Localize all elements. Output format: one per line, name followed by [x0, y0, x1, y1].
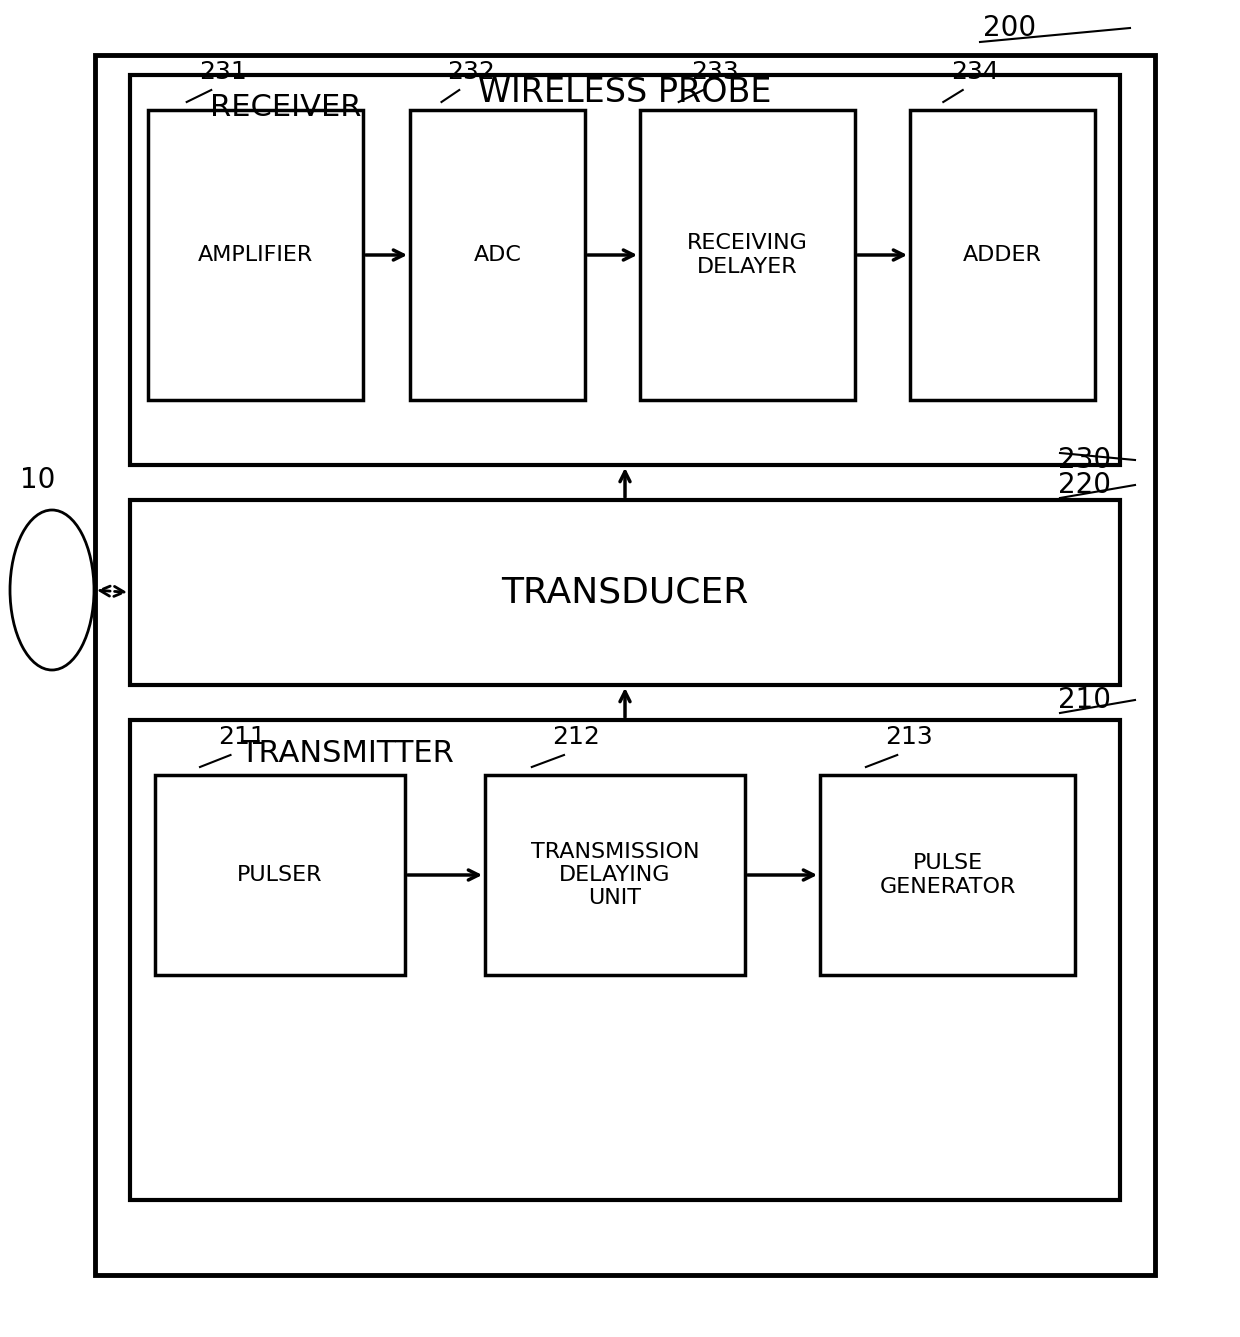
Text: 213: 213	[885, 725, 934, 749]
Text: ADDER: ADDER	[963, 245, 1042, 265]
Text: ADC: ADC	[474, 245, 522, 265]
Text: TRANSMITTER: TRANSMITTER	[241, 738, 454, 767]
Text: WIRELESS PROBE: WIRELESS PROBE	[479, 76, 771, 110]
Text: 233: 233	[692, 60, 739, 84]
Text: 234: 234	[951, 60, 998, 84]
Text: PULSE
GENERATOR: PULSE GENERATOR	[879, 853, 1016, 897]
Text: 231: 231	[200, 60, 247, 84]
Text: TRANSDUCER: TRANSDUCER	[501, 575, 749, 610]
Bar	[485, 775, 745, 975]
Text: PULSER: PULSER	[237, 865, 322, 885]
Bar	[910, 110, 1095, 400]
Text: 210: 210	[1059, 686, 1111, 714]
Ellipse shape	[10, 509, 94, 670]
Text: 232: 232	[448, 60, 495, 84]
Text: 211: 211	[218, 725, 267, 749]
Bar	[820, 775, 1075, 975]
Text: 212: 212	[552, 725, 600, 749]
Bar	[95, 55, 1154, 1275]
Bar	[130, 75, 1120, 465]
Text: AMPLIFIER: AMPLIFIER	[198, 245, 314, 265]
Text: 220: 220	[1059, 471, 1111, 499]
Bar	[148, 110, 363, 400]
Bar	[155, 775, 405, 975]
Bar	[640, 110, 856, 400]
Bar	[130, 721, 1120, 1201]
Text: TRANSMISSION
DELAYING
UNIT: TRANSMISSION DELAYING UNIT	[531, 842, 699, 908]
Text: RECEIVING
DELAYER: RECEIVING DELAYER	[687, 234, 808, 277]
Text: 200: 200	[983, 13, 1037, 41]
Text: RECEIVER: RECEIVER	[210, 94, 362, 123]
Bar	[410, 110, 585, 400]
Bar	[130, 500, 1120, 685]
Text: 230: 230	[1059, 447, 1111, 475]
Text: 10: 10	[20, 467, 56, 493]
